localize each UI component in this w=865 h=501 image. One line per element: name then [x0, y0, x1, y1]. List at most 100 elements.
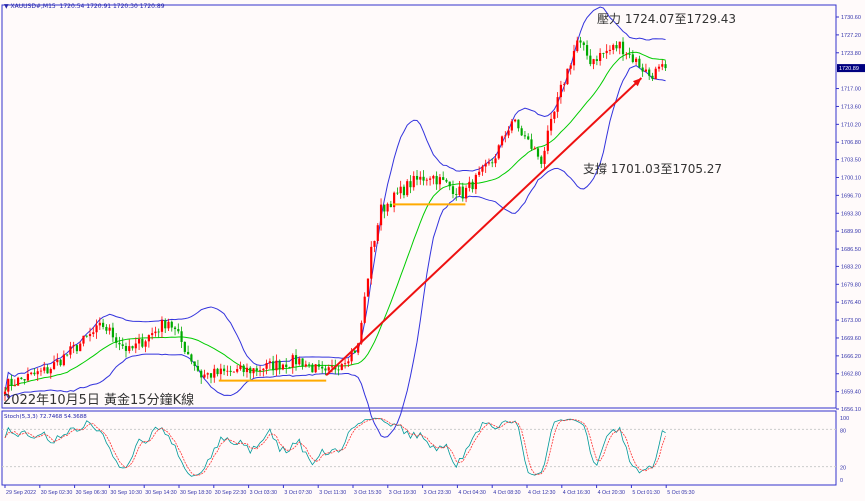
candle-body — [128, 346, 131, 351]
candle-body — [432, 175, 435, 179]
main-pane-border — [1, 4, 837, 409]
time-tick-label: 3 Oct 15:30 — [354, 490, 381, 496]
candle-body — [30, 372, 33, 374]
candle-body — [497, 145, 500, 159]
candle-body — [461, 186, 464, 199]
candle-body — [278, 360, 281, 370]
candle-body — [85, 335, 88, 337]
candle-body — [438, 177, 442, 185]
trend-arrow-head — [632, 78, 642, 87]
candle-body — [602, 53, 605, 54]
candle-body — [59, 359, 62, 366]
candle-body — [357, 343, 360, 353]
candle-body — [396, 192, 399, 194]
price-tick-label: 1689.90 — [841, 229, 861, 235]
candle-body — [527, 136, 530, 140]
price-tick-label: 1683.20 — [841, 264, 861, 270]
candle-body — [75, 345, 79, 352]
stochastic-level-label: 80 — [840, 428, 846, 434]
candle-body — [383, 204, 386, 212]
support-annotation: 支撐 1701.03至1705.27 — [583, 162, 723, 176]
candle-body — [154, 331, 157, 334]
time-tick-label: 3 Oct 23:30 — [424, 490, 451, 496]
candle-body — [484, 163, 487, 167]
candle-body — [255, 368, 258, 371]
candle-body — [376, 225, 379, 241]
candle-body — [599, 53, 602, 61]
candle-body — [281, 364, 285, 370]
candle-body — [151, 333, 154, 336]
candle-body — [160, 320, 164, 332]
candle-body — [229, 370, 232, 372]
candle-body — [654, 68, 657, 79]
candle-body — [530, 139, 533, 149]
candle-body — [389, 203, 392, 208]
candle-body — [43, 367, 46, 371]
candle-body — [170, 321, 173, 328]
candle-body — [615, 45, 618, 49]
candle-body — [494, 158, 497, 164]
candle-body — [258, 370, 262, 372]
candle-body — [373, 240, 376, 247]
candle-body — [608, 49, 612, 51]
candle-body — [340, 364, 343, 370]
ohlc-readout: 1720.54 1720.91 1720.30 1720.89 — [59, 3, 165, 10]
time-tick-label: 4 Oct 16:30 — [563, 490, 590, 496]
time-tick-label: 3 Oct 07:30 — [284, 490, 311, 496]
candle-body — [402, 186, 406, 196]
candle-body — [638, 58, 641, 68]
price-tick-label: 1700.10 — [841, 175, 861, 181]
candle-body — [556, 97, 559, 112]
candle-body — [327, 367, 330, 371]
candle-body — [422, 176, 425, 181]
candle-body — [451, 186, 455, 195]
candle-body — [167, 321, 170, 329]
candle-body — [226, 370, 229, 372]
candle-body — [406, 181, 409, 196]
candle-body — [435, 175, 438, 185]
candle-body — [353, 350, 356, 353]
stochastic-level-label: 0 — [840, 478, 843, 484]
candle-body — [134, 343, 137, 349]
candle-body — [46, 367, 49, 374]
candle-body — [514, 119, 517, 122]
price-tick-label: 1662.80 — [841, 372, 861, 378]
candle-body — [661, 64, 664, 67]
price-tick-label: 1703.50 — [841, 158, 861, 164]
candle-body — [635, 58, 638, 62]
current-price-label: 1720.89 — [839, 66, 859, 72]
candle-body — [393, 192, 396, 208]
candle-body — [147, 335, 150, 342]
candle-body — [39, 370, 43, 372]
candle-body — [108, 327, 111, 331]
candle-body — [131, 346, 134, 349]
candle-body — [242, 365, 245, 373]
price-tick-label: 1727.20 — [841, 33, 861, 39]
candle-body — [474, 174, 477, 190]
candle-body — [193, 361, 196, 366]
bollinger-lower — [4, 65, 666, 438]
candle-body — [268, 361, 271, 364]
candle-body — [98, 322, 101, 326]
candle-body — [595, 59, 598, 61]
candle-body — [20, 377, 23, 380]
time-tick-label: 3 Oct 11:30 — [319, 490, 346, 496]
candle-body — [500, 136, 504, 146]
candle-body — [62, 354, 65, 366]
candle-body — [10, 378, 13, 386]
candle-body — [317, 364, 321, 367]
candle-body — [481, 166, 484, 172]
candle-body — [478, 171, 481, 175]
candle-body — [442, 177, 445, 180]
chart-title: 2022年10月5日 黃金15分鐘K線 — [3, 393, 195, 408]
candle-body — [409, 181, 412, 188]
candle-body — [618, 41, 621, 49]
price-tick-label: 1666.20 — [841, 354, 861, 360]
candle-body — [510, 121, 513, 131]
candle-body — [137, 338, 141, 344]
candle-body — [471, 181, 474, 190]
candle-body — [213, 368, 216, 378]
candle-body — [183, 341, 186, 352]
